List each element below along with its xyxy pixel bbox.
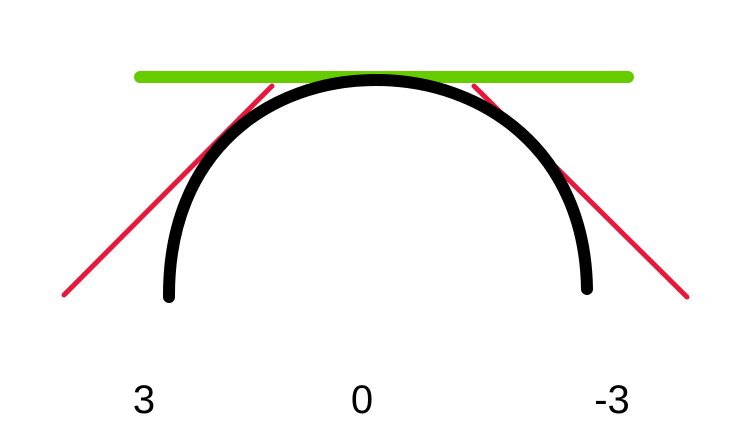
label-left: 3 <box>133 378 155 422</box>
label-right: -3 <box>594 378 630 422</box>
semicircle-arc <box>162 73 593 303</box>
label-center: 0 <box>351 378 373 422</box>
left-tangent-line <box>61 83 275 298</box>
